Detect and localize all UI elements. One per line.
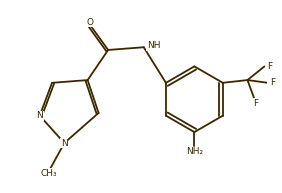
Text: N: N bbox=[36, 111, 43, 120]
Text: F: F bbox=[270, 78, 276, 87]
Text: F: F bbox=[267, 62, 272, 71]
Text: NH₂: NH₂ bbox=[186, 147, 203, 156]
Text: N: N bbox=[61, 139, 68, 147]
Text: CH₃: CH₃ bbox=[41, 169, 58, 178]
Text: F: F bbox=[253, 99, 258, 108]
Text: O: O bbox=[87, 18, 94, 27]
Text: NH: NH bbox=[147, 41, 160, 50]
